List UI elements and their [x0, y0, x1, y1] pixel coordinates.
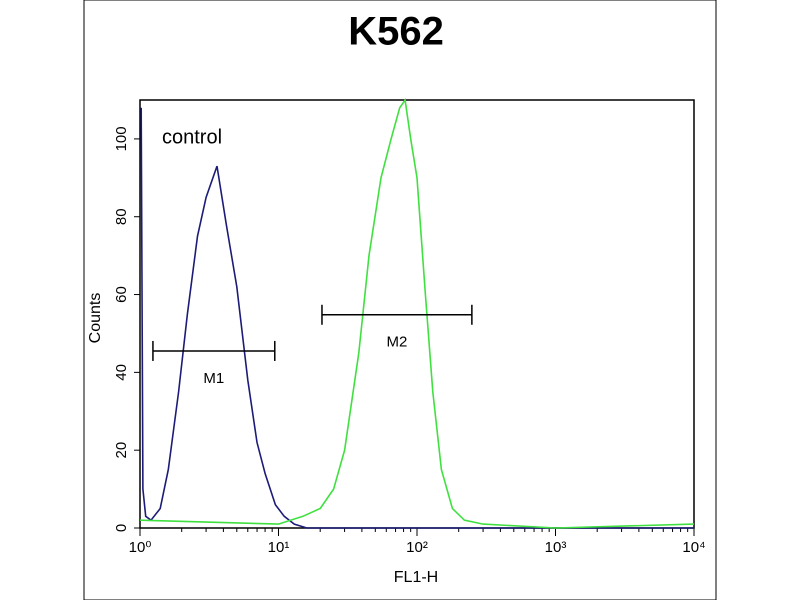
marker-label: M2	[387, 334, 408, 351]
x-tick-label: 10⁴	[682, 539, 705, 556]
frame	[83, 0, 717, 600]
y-tick-label: 80	[113, 208, 130, 225]
y-tick-label: 0	[113, 524, 130, 532]
chart-title: K562	[348, 10, 444, 54]
y-tick-label: 100	[113, 126, 130, 151]
marker-gate	[152, 340, 276, 361]
plot-area	[139, 99, 695, 529]
x-tick-label: 10⁰	[129, 539, 152, 556]
histogram-line	[140, 107, 694, 529]
y-tick-label: 60	[113, 286, 130, 303]
x-tick-label: 10²	[406, 539, 428, 556]
marker-gate	[321, 304, 473, 325]
legend-entry: control	[162, 126, 222, 148]
x-tick-label: 10¹	[268, 539, 290, 556]
x-axis-label: FL1-H	[394, 569, 438, 586]
x-tick-label: 10³	[545, 539, 567, 556]
histogram-line	[139, 97, 695, 529]
y-tick-label: 40	[113, 364, 130, 381]
marker-label: M1	[203, 370, 224, 387]
y-axis-label: Counts	[87, 293, 104, 344]
y-tick-label: 20	[113, 442, 130, 459]
